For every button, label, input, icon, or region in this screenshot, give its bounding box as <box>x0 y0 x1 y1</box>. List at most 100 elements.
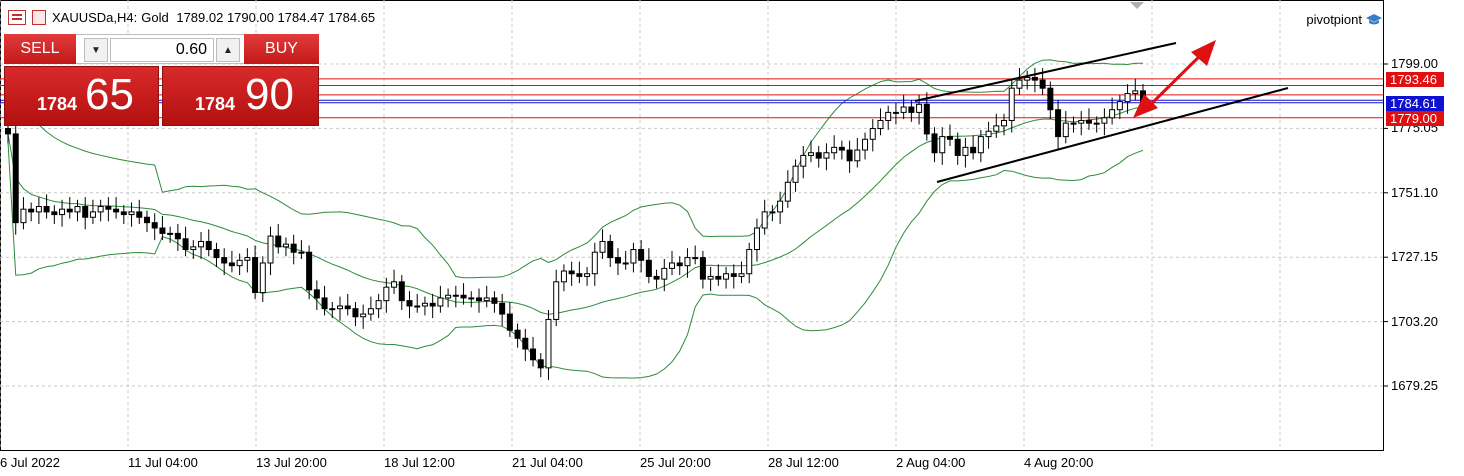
candle-body-129 <box>1001 119 1008 127</box>
candle-body-100 <box>777 200 784 213</box>
candle-body-21 <box>167 232 174 235</box>
brand-label: pivotpiont <box>1306 12 1382 27</box>
candle-body-41 <box>321 297 328 310</box>
candle-body-64 <box>499 302 506 315</box>
candle-body-112 <box>869 128 876 140</box>
candle-body-94 <box>730 273 737 277</box>
candle-body-26 <box>205 240 212 251</box>
graduation-cap-icon <box>1366 13 1382 24</box>
candle-body-99 <box>769 211 776 214</box>
candle-body-19 <box>151 222 158 229</box>
candle-body-114 <box>885 111 892 121</box>
candle-body-74 <box>576 273 583 277</box>
candle-body-58 <box>452 294 459 297</box>
x-tick-label: 25 Jul 20:00 <box>640 455 711 470</box>
candle-body-109 <box>846 149 853 162</box>
chart-header: XAUUSDa,H4: Gold 1789.02 1790.00 1784.47 … <box>8 10 379 25</box>
candle-body-61 <box>475 297 482 302</box>
candle-body-86 <box>669 262 676 269</box>
candle-body-66 <box>514 329 521 339</box>
y-tick-label: 1799.00 <box>1391 56 1438 71</box>
candle-body-133 <box>1031 76 1038 81</box>
candle-body-53 <box>414 305 421 308</box>
brand-name: pivotpiont <box>1306 12 1362 27</box>
candle-body-38 <box>298 251 305 254</box>
candle-body-128 <box>993 125 1000 132</box>
y-tick-label: 1727.15 <box>1391 249 1438 265</box>
sell-price-major: 1784 <box>37 94 78 114</box>
candle-body-65 <box>506 313 513 331</box>
candle-body-71 <box>553 281 560 320</box>
candle-body-98 <box>761 211 768 229</box>
forecast-arrowhead-up <box>1191 40 1216 66</box>
candle-body-118 <box>916 103 923 113</box>
candle-body-130 <box>1008 87 1015 121</box>
chart-list-icon[interactable] <box>8 10 26 25</box>
candle-body-67 <box>522 337 529 350</box>
symbol-label: XAUUSDa,H4: <box>52 10 138 25</box>
candle-body-135 <box>1047 87 1054 111</box>
candle-body-82 <box>638 249 645 261</box>
candle-body-115 <box>892 111 899 114</box>
lot-decrease-button[interactable]: ▼ <box>84 38 108 62</box>
candle-body-107 <box>831 146 838 154</box>
candle-body-0 <box>5 128 11 135</box>
candle-body-110 <box>854 149 861 162</box>
candle-body-80 <box>622 262 629 265</box>
candle-body-95 <box>738 273 745 277</box>
candle-body-55 <box>429 302 436 307</box>
candle-body-79 <box>614 257 621 264</box>
candle-body-141 <box>1093 122 1100 125</box>
candle-body-44 <box>344 305 351 310</box>
candle-body-50 <box>391 281 398 288</box>
candle-body-25 <box>198 240 205 248</box>
candle-body-29 <box>228 262 235 267</box>
x-tick-label: 13 Jul 20:00 <box>256 455 327 470</box>
candle-body-89 <box>692 257 699 260</box>
buy-price-box[interactable]: 1784 90 <box>162 66 319 126</box>
scroll-marker-icon <box>1130 2 1144 9</box>
buy-price-major: 1784 <box>195 94 236 114</box>
price-label: 1779.00 <box>1386 110 1444 126</box>
forecast-arrowhead-down <box>1133 94 1158 118</box>
candle-body-32 <box>252 257 259 294</box>
buy-button[interactable]: BUY <box>244 34 319 64</box>
candle-body-126 <box>977 136 984 154</box>
sell-price-box[interactable]: 1784 65 <box>4 66 159 126</box>
candle-body-85 <box>661 267 668 280</box>
candle-body-131 <box>1016 79 1023 89</box>
candle-body-92 <box>715 275 722 280</box>
candle-body-47 <box>367 308 374 315</box>
candle-body-90 <box>699 257 706 280</box>
candle-body-40 <box>313 289 320 299</box>
candle-body-145 <box>1124 93 1131 103</box>
candle-body-77 <box>599 240 606 253</box>
candle-body-142 <box>1101 117 1108 124</box>
candle-body-63 <box>491 297 498 304</box>
y-tick-label: 1751.10 <box>1391 184 1438 200</box>
chart-settings-icon[interactable] <box>32 10 46 25</box>
candle-body-17 <box>136 211 143 218</box>
candle-body-20 <box>159 227 166 234</box>
candle-body-104 <box>807 152 814 156</box>
candle-body-127 <box>985 130 992 138</box>
lot-increase-button[interactable]: ▲ <box>216 38 240 62</box>
lot-size-input[interactable]: 0.60 <box>110 38 214 62</box>
sell-button[interactable]: SELL <box>4 34 76 64</box>
candle-body-88 <box>684 257 691 267</box>
candle-body-37 <box>290 243 297 253</box>
candle-body-102 <box>792 165 799 183</box>
candle-body-87 <box>676 262 683 267</box>
candle-body-15 <box>120 211 127 216</box>
candle-body-6 <box>51 211 58 216</box>
price-label: 1784.61 <box>1386 95 1444 111</box>
candle-body-62 <box>483 297 490 302</box>
candle-body-120 <box>931 133 938 154</box>
candle-body-96 <box>746 249 753 275</box>
candle-body-56 <box>437 297 444 307</box>
candle-body-45 <box>352 308 359 318</box>
candle-body-11 <box>89 211 96 218</box>
candle-body-16 <box>128 211 135 216</box>
candle-body-31 <box>244 257 251 261</box>
candle-body-49 <box>383 286 390 302</box>
